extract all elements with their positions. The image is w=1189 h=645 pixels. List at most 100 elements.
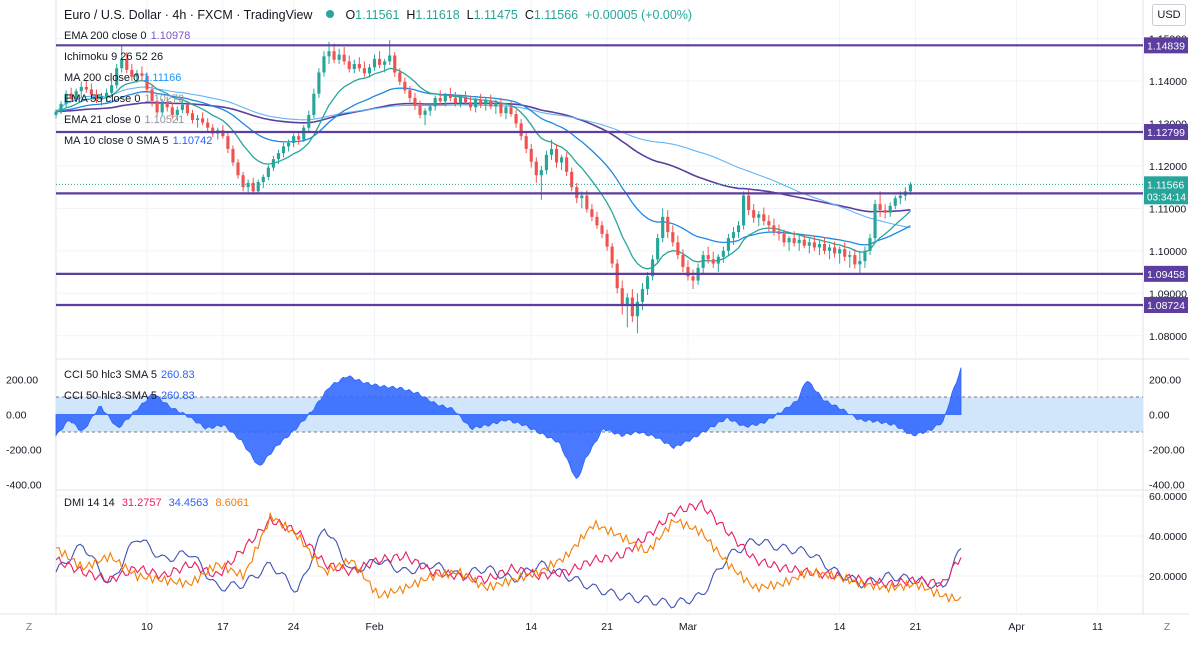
candle-body <box>367 67 372 74</box>
candle <box>266 165 270 181</box>
candle-body <box>388 55 392 62</box>
candle-body <box>529 148 533 162</box>
candle-body <box>686 266 690 277</box>
candle <box>858 250 862 274</box>
candle <box>342 46 346 65</box>
candle-body <box>297 136 301 140</box>
candle-body <box>378 58 382 65</box>
candle <box>378 51 382 69</box>
candle-body <box>241 175 245 188</box>
candle <box>64 90 68 108</box>
candle <box>302 125 306 143</box>
candle <box>726 233 730 256</box>
candle-body <box>807 242 811 246</box>
candle-body <box>635 301 639 317</box>
ema-21-line <box>55 67 911 270</box>
candle <box>145 72 149 93</box>
candle <box>853 249 857 269</box>
candle <box>236 159 240 179</box>
candle-body <box>226 136 230 149</box>
candle-body <box>201 118 205 123</box>
candle <box>79 81 83 98</box>
candle-body <box>883 210 887 213</box>
dmi-value-2: 34.4563 <box>168 497 209 509</box>
currency-button[interactable]: USD <box>1152 4 1186 26</box>
time-tick-label: 17 <box>217 621 229 633</box>
candle <box>74 88 78 102</box>
candle <box>888 202 892 217</box>
candle <box>256 179 260 194</box>
bar-countdown-label: 03:34:14 <box>1147 192 1186 203</box>
indicator-label: MA 200 close 0 <box>64 72 140 84</box>
candle <box>757 210 761 227</box>
candle <box>671 225 675 247</box>
candle <box>110 80 114 98</box>
dmi-di-line <box>55 499 962 589</box>
candle-body <box>372 58 377 68</box>
current-price-label: 1.11566 <box>1147 179 1184 191</box>
candle-body <box>539 170 543 176</box>
cci-legend-item[interactable]: CCI 50 hlc3 SMA 5 260.83 <box>64 369 195 381</box>
candle <box>499 97 503 117</box>
candle <box>54 108 58 119</box>
candle <box>514 109 518 128</box>
candle-body <box>458 97 463 104</box>
level-price-tag <box>1144 123 1188 140</box>
candle-body <box>115 68 119 86</box>
candle-body <box>772 225 776 232</box>
candle-body <box>736 225 741 233</box>
candle <box>656 233 660 264</box>
cci-legend-item[interactable]: CCI 50 hlc3 SMA 5 260.83 <box>64 390 195 402</box>
candle <box>357 57 361 72</box>
zoom-right-icon[interactable]: Z <box>1164 622 1171 633</box>
candle-body <box>150 89 154 102</box>
indicator-legend-item[interactable]: EMA 21 close 0 1.10521 <box>64 114 184 126</box>
candle <box>529 143 533 168</box>
candle <box>691 269 695 290</box>
candle <box>423 108 427 126</box>
candle <box>195 114 200 128</box>
candle <box>701 250 705 273</box>
indicator-legend-item[interactable]: MA 200 close 0 1.11166 <box>64 72 181 84</box>
candle-body <box>302 127 306 140</box>
candle <box>549 139 554 160</box>
candle-body <box>99 96 104 100</box>
candle-body <box>322 56 326 73</box>
candle <box>721 246 725 263</box>
candle-body <box>752 210 756 218</box>
candle <box>226 132 230 154</box>
candle-body <box>84 86 88 90</box>
candle <box>438 90 442 105</box>
candle <box>231 145 235 166</box>
candle-body <box>534 161 538 176</box>
dmi-value-1: 31.2757 <box>121 497 162 509</box>
indicator-legend-item[interactable]: Ichimoku 9 26 52 26 <box>64 51 167 63</box>
candle <box>448 87 452 102</box>
candle-body <box>94 94 99 100</box>
candle-body <box>762 214 766 222</box>
candle <box>893 195 897 210</box>
candle-body <box>701 255 705 268</box>
candle <box>731 227 736 245</box>
level-price-label: 1.09458 <box>1147 269 1185 281</box>
candle-body <box>403 81 407 91</box>
indicator-legend-item[interactable]: EMA 200 close 0 1.10978 <box>64 30 190 42</box>
candle <box>84 80 88 93</box>
candle <box>782 229 786 247</box>
candle <box>479 93 483 109</box>
candle <box>125 52 129 74</box>
candle-body <box>868 238 872 251</box>
candle-body <box>797 239 801 244</box>
candle-body <box>888 205 892 213</box>
zoom-left-icon[interactable]: Z <box>26 622 33 633</box>
indicator-value: 1.10978 <box>150 30 191 42</box>
indicator-value: 1.11166 <box>143 72 182 84</box>
candle <box>463 91 468 105</box>
candle <box>190 109 195 124</box>
indicator-legend-item[interactable]: EMA 55 close 0 1.10279 <box>64 93 184 105</box>
indicator-legend-item[interactable]: MA 10 close 0 SMA 5 1.10742 <box>64 135 212 147</box>
price-tick-label: 1.11000 <box>1149 203 1186 215</box>
price-tick-label: 1.12000 <box>1149 161 1187 173</box>
candle <box>504 103 508 120</box>
